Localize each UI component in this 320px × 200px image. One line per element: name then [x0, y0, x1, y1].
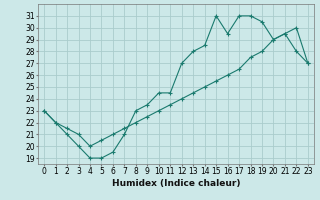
X-axis label: Humidex (Indice chaleur): Humidex (Indice chaleur)	[112, 179, 240, 188]
